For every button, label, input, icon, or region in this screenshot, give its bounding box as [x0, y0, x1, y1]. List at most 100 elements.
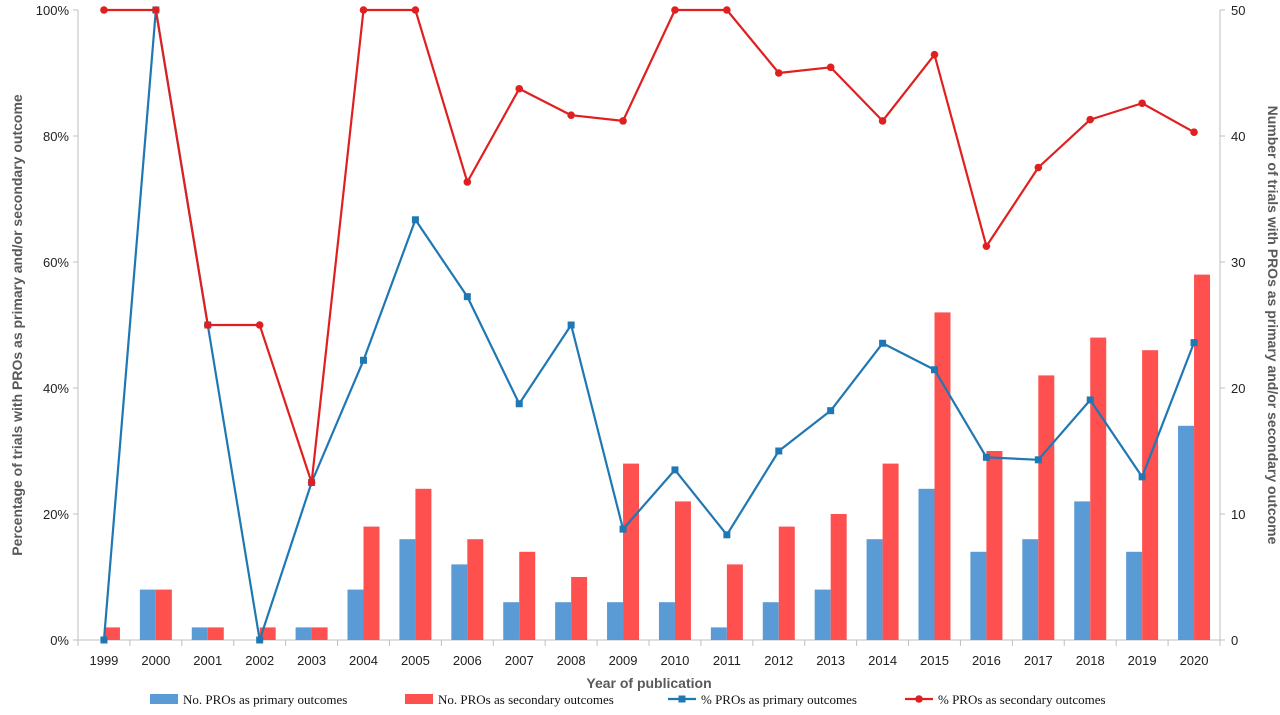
point: [411, 216, 419, 224]
bar: [814, 589, 831, 640]
point: [619, 117, 627, 125]
point: [100, 6, 108, 14]
bar: [1126, 551, 1143, 640]
point: [930, 50, 939, 59]
point: [203, 321, 212, 329]
point: [879, 339, 887, 347]
x-axis-title: Year of publication: [586, 675, 711, 691]
x-tick-label: 2000: [141, 653, 170, 668]
x-tick-label: 2002: [245, 653, 274, 668]
bar: [139, 589, 156, 640]
bar: [519, 551, 536, 640]
point: [152, 6, 160, 14]
tick-labels: 0% 20% 40% 60% 80% 100% 0 10 20 30 40 50 1999 2000 200…: [36, 3, 1246, 668]
x-tick-label: 2017: [1024, 653, 1053, 668]
point: [463, 178, 472, 186]
bar: [1194, 274, 1211, 640]
x-tick-label: 2004: [349, 653, 378, 668]
x-tick-label: 2010: [660, 653, 689, 668]
legend-marker: [915, 695, 923, 703]
bar: [762, 602, 779, 640]
y2-tick-label: 10: [1231, 507, 1245, 522]
point: [567, 111, 575, 120]
bar: [207, 627, 224, 640]
bar: [1142, 350, 1159, 640]
y-tick-label: 100%: [36, 3, 70, 18]
point: [931, 366, 938, 374]
y2-tick-label: 30: [1231, 255, 1245, 270]
bar: [934, 312, 951, 640]
point: [1138, 99, 1146, 108]
point: [360, 356, 367, 364]
y2-axis-title: Number of trials with PROs as primary an…: [1265, 106, 1280, 545]
bars: [103, 274, 1211, 640]
bar: [623, 463, 640, 640]
bar: [882, 463, 899, 640]
bar: [1090, 337, 1107, 640]
y-tick-label: 20%: [43, 507, 69, 522]
point: [463, 293, 471, 301]
x-tick-label: 2020: [1180, 653, 1209, 668]
bar: [658, 602, 675, 640]
bar: [571, 577, 588, 640]
point: [515, 400, 523, 408]
bar: [155, 589, 172, 640]
point: [359, 6, 368, 14]
y-tick-label: 0%: [50, 633, 69, 648]
bar: [970, 551, 987, 640]
x-tick-label: 2001: [193, 653, 222, 668]
legend-item-2: No. PROs as secondary outcomes: [405, 692, 614, 707]
bar: [726, 564, 743, 640]
bar-series-2: [103, 274, 1211, 640]
x-tick-label: 2011: [713, 653, 741, 668]
legend-marker: [678, 695, 686, 703]
point: [671, 6, 679, 14]
x-tick-label: 2005: [401, 653, 430, 668]
y-tick-label: 40%: [43, 381, 69, 396]
bar: [674, 501, 691, 640]
point: [671, 466, 679, 474]
legend-item-3: % PROs as primary outcomes: [668, 692, 857, 707]
point: [619, 525, 627, 533]
bar: [363, 526, 380, 640]
point: [1034, 163, 1043, 172]
point: [1190, 339, 1198, 347]
point: [775, 447, 783, 455]
point: [723, 531, 731, 539]
legend-swatch: [150, 694, 178, 704]
bar: [467, 539, 484, 640]
bar: [710, 627, 727, 640]
bar: [830, 514, 847, 640]
point: [878, 117, 887, 125]
point: [100, 636, 108, 644]
y2-tick-label: 50: [1231, 3, 1245, 18]
point: [1086, 115, 1095, 124]
bar: [503, 602, 520, 640]
point: [1034, 456, 1042, 464]
point: [515, 84, 524, 93]
y2-tick-label: 0: [1231, 633, 1238, 648]
y2-tick-label: 20: [1231, 381, 1245, 396]
point: [411, 6, 420, 14]
point: [255, 321, 264, 329]
legend-item-4: % PROs as secondary outcomes: [905, 692, 1106, 707]
point: [1086, 396, 1094, 404]
x-tick-label: 2013: [816, 653, 845, 668]
bar: [311, 627, 328, 640]
bar: [1022, 539, 1039, 640]
line-series-2: [100, 6, 1198, 487]
bar: [918, 488, 935, 640]
bar: [415, 488, 432, 640]
legend-label: % PROs as primary outcomes: [701, 692, 857, 707]
bar: [295, 627, 312, 640]
x-tick-label: 2016: [972, 653, 1001, 668]
legend-swatch: [405, 694, 433, 704]
point: [826, 63, 835, 72]
y-tick-label: 60%: [43, 255, 69, 270]
bar: [1038, 375, 1055, 640]
point: [307, 478, 316, 487]
point: [982, 242, 991, 251]
bar: [103, 627, 120, 640]
x-tick-label: 2003: [297, 653, 326, 668]
legend: No. PROs as primary outcomes No. PROs as …: [150, 692, 1106, 707]
